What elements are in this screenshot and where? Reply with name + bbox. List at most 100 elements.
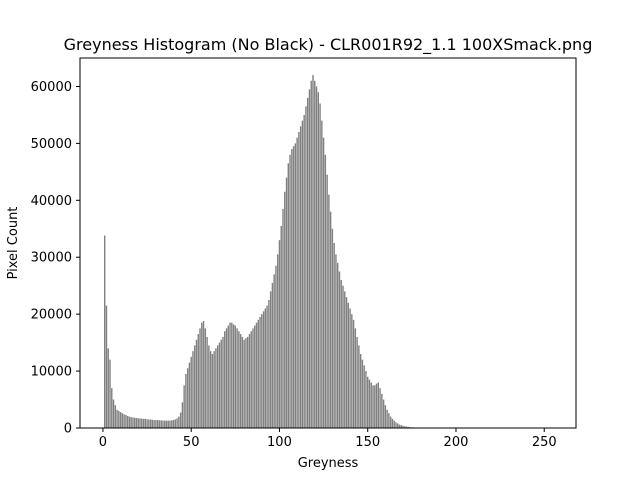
histogram-bar	[269, 291, 272, 428]
y-tick-label: 50000	[31, 137, 72, 152]
histogram-bar	[111, 388, 113, 428]
histogram-bar	[342, 285, 344, 428]
histogram-bar	[276, 254, 279, 428]
histogram-bar	[319, 103, 321, 428]
x-tick-label: 150	[355, 435, 380, 450]
histogram-bar	[299, 126, 302, 428]
histogram-bar	[195, 339, 198, 428]
histogram-bar	[372, 385, 374, 428]
histogram-bar	[317, 92, 319, 429]
histogram-bar	[264, 308, 267, 428]
x-tick-label: 100	[267, 435, 292, 450]
histogram-bar	[250, 331, 252, 428]
histogram-bar	[246, 336, 249, 428]
histogram-bar	[338, 271, 341, 428]
histogram-bar	[391, 418, 394, 428]
histogram-bar	[381, 393, 383, 428]
histogram-bar	[116, 409, 118, 428]
histogram-bar	[375, 383, 378, 428]
histogram-bar	[176, 418, 178, 428]
histogram-bar	[167, 420, 169, 428]
histogram-bar	[400, 425, 402, 428]
histogram-bar	[146, 419, 148, 428]
histogram-bar	[239, 334, 242, 428]
histogram-bar	[335, 254, 337, 428]
y-axis-ticks: 0 10000 20000 30000 40000 50000 60000	[31, 80, 80, 437]
histogram-bar	[363, 365, 365, 428]
histogram-bar	[349, 308, 351, 428]
histogram-bar	[234, 325, 237, 428]
histogram-bar	[178, 416, 180, 428]
histogram-bar	[368, 379, 371, 428]
histogram-bar	[199, 328, 201, 428]
histogram-bar	[231, 322, 233, 428]
histogram-bar	[149, 419, 152, 428]
histogram-bar	[126, 416, 129, 428]
histogram-bar	[135, 418, 138, 428]
histogram-bar	[155, 420, 157, 428]
histogram-bar	[114, 405, 117, 428]
histogram-bar	[305, 106, 307, 428]
histogram-bar	[268, 299, 270, 428]
histogram-bar	[186, 368, 189, 428]
histogram-bar	[254, 325, 256, 428]
histogram-bar	[105, 305, 108, 428]
histogram-bar	[347, 302, 349, 428]
histogram-bar	[382, 399, 385, 428]
histogram-bar	[238, 331, 240, 428]
histogram-bar	[181, 402, 184, 428]
histogram-bar	[273, 274, 275, 428]
histogram-bar	[284, 191, 286, 428]
histogram-bar	[123, 414, 125, 428]
histogram-bar	[321, 120, 323, 429]
histogram-bar	[109, 359, 111, 428]
histogram-bar	[398, 424, 401, 428]
histogram-bar	[289, 154, 291, 428]
histogram-bar	[329, 211, 332, 428]
histogram-bar	[141, 418, 143, 428]
histogram-bar	[358, 345, 360, 428]
x-tick-label: 250	[532, 435, 557, 450]
histogram-bar	[119, 412, 122, 428]
y-axis-label: Pixel Count	[6, 207, 21, 280]
histogram-bar	[134, 417, 136, 428]
histogram-bar	[245, 338, 247, 428]
histogram-bar	[359, 354, 362, 428]
histogram-bar	[301, 120, 304, 429]
histogram-bar	[156, 420, 159, 428]
y-tick-label: 40000	[31, 194, 72, 209]
histogram-bar	[165, 420, 168, 428]
histogram-bar	[164, 420, 166, 428]
histogram-bar	[148, 419, 150, 428]
histogram-bar	[179, 412, 182, 428]
histogram-bar	[243, 339, 245, 428]
x-tick-label: 50	[183, 435, 200, 450]
histogram-bar	[192, 351, 194, 428]
histogram-bar	[312, 75, 314, 428]
histogram-bar	[328, 194, 330, 428]
histogram-bar	[224, 331, 226, 428]
histogram-bar	[248, 334, 251, 428]
histogram-bar	[405, 426, 408, 428]
y-tick-label: 30000	[31, 251, 72, 266]
histogram-bar	[128, 416, 131, 428]
histogram-bar	[271, 282, 274, 428]
histogram-bar	[344, 291, 346, 428]
histogram-bar	[171, 420, 173, 428]
histogram-bar	[209, 351, 212, 428]
histogram-bar	[215, 348, 217, 428]
histogram-bar	[303, 114, 305, 429]
histogram-bar	[331, 228, 334, 428]
histogram-bar	[298, 132, 300, 428]
histogram-bar	[280, 225, 282, 428]
histogram-bar	[206, 336, 208, 428]
histogram-bar	[393, 420, 395, 428]
histogram-bar	[104, 235, 106, 428]
histogram-bar	[160, 420, 162, 428]
histogram-bar	[333, 243, 335, 428]
histogram-bar	[291, 149, 293, 428]
histogram-bar	[356, 336, 358, 428]
histogram-bar	[257, 319, 259, 428]
histogram-bar	[142, 418, 145, 428]
histogram-bar	[252, 328, 254, 428]
